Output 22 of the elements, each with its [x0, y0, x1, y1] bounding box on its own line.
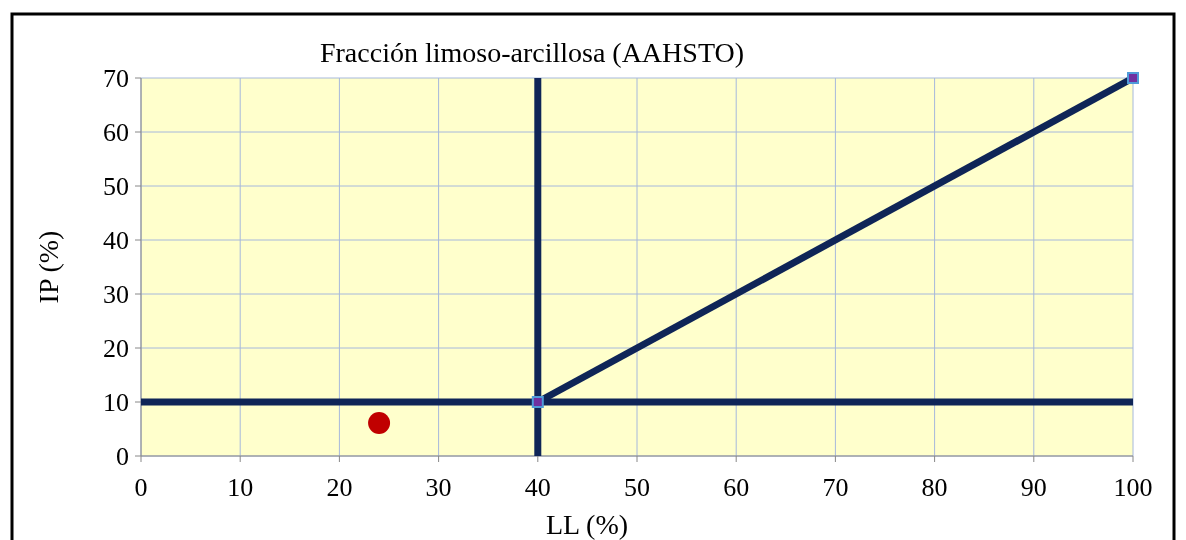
x-tick-label: 20 — [326, 473, 353, 502]
y-tick-label: 30 — [103, 280, 129, 309]
y-tick-label: 70 — [103, 64, 129, 93]
chart-title: Fracción limoso-arcillosa (AAHSTO) — [319, 37, 745, 68]
y-tick-label: 50 — [103, 172, 129, 201]
x-tick-label: 50 — [624, 473, 650, 502]
y-tick-label: 60 — [103, 118, 129, 147]
y-tick-label: 10 — [103, 388, 129, 417]
x-tick-label: 100 — [1113, 473, 1153, 502]
x-tick-label: 70 — [822, 473, 849, 502]
x-axis-title: LL (%) — [545, 509, 629, 540]
x-tick-label: 10 — [227, 473, 254, 502]
x-tick-label: 90 — [1020, 473, 1047, 502]
x-tick-label: 40 — [524, 473, 551, 502]
x-tick-label: 60 — [723, 473, 750, 502]
x-tick-label: 80 — [921, 473, 948, 502]
y-axis-title: IP (%) — [33, 230, 64, 304]
y-tick-label: 0 — [116, 442, 129, 471]
x-tick-label: 30 — [425, 473, 452, 502]
y-tick-label: 40 — [103, 226, 129, 255]
y-tick-label: 20 — [103, 334, 129, 363]
x-tick-label: 0 — [134, 473, 148, 502]
